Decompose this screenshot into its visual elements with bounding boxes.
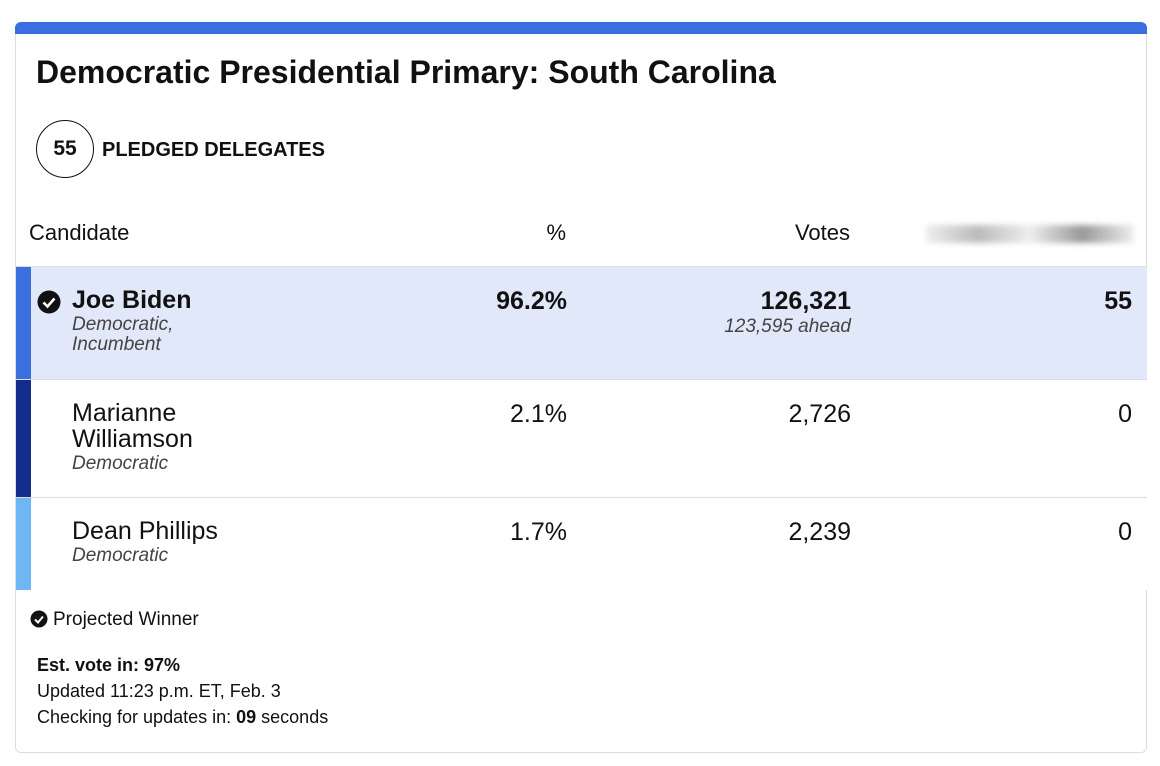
party-stripe — [16, 498, 31, 590]
check-icon — [30, 610, 48, 628]
winner-check — [37, 290, 61, 314]
text: seconds — [256, 707, 329, 727]
title: Democratic Presidential Primary: South C… — [36, 54, 776, 90]
text: Checking for updates in: — [37, 707, 237, 727]
delegates: 0 — [1118, 518, 1132, 546]
legend: Projected Winner — [53, 609, 199, 630]
votes: 2,726 — [788, 400, 851, 428]
top-bar — [15, 22, 1147, 34]
col-header: Candidate — [29, 220, 130, 245]
blurred-header — [926, 225, 1134, 243]
delegate-label: PLEDGED DELEGATES — [102, 139, 325, 161]
delegates: 55 — [1104, 287, 1132, 315]
delegate-count: 55 — [36, 120, 94, 178]
delegates: 0 — [1118, 400, 1132, 428]
percent: 96.2% — [496, 287, 567, 315]
candidate-row: Marianne Williamson Democratic 2.1% 2,726 0 — [16, 379, 1147, 498]
checking: Checking for updates in: 09 seconds — [37, 707, 328, 728]
col-header: Votes — [794, 220, 850, 245]
est-vote: Est. vote in: 97% — [37, 655, 181, 675]
col-header: % — [546, 220, 566, 245]
party-stripe — [16, 380, 31, 498]
candidate-name: Joe Biden — [72, 286, 192, 314]
votes: 2,239 — [788, 518, 851, 546]
candidate-row: Joe Biden Democratic, Incumbent 96.2% 126,3… — [16, 266, 1147, 380]
party: Democratic — [72, 453, 169, 474]
updated: Updated 11:23 p.m. ET, Feb. 3 — [37, 681, 281, 701]
percent: 2.1% — [510, 400, 567, 428]
candidate-name: Dean Phillips — [72, 517, 218, 545]
candidate-row: Dean Phillips Democratic 1.7% 2,239 0 — [16, 497, 1147, 590]
party: Democratic, Incumbent — [72, 314, 174, 355]
candidate-name: Marianne Williamson — [72, 399, 193, 453]
ahead: 123,595 ahead — [724, 316, 851, 337]
seconds: 09 — [236, 707, 257, 727]
votes: 126,321 — [760, 287, 851, 315]
percent: 1.7% — [510, 518, 567, 546]
party: Democratic — [72, 545, 169, 566]
party-stripe — [16, 267, 31, 380]
results-card: Democratic Presidential Primary: South C… — [15, 22, 1147, 753]
